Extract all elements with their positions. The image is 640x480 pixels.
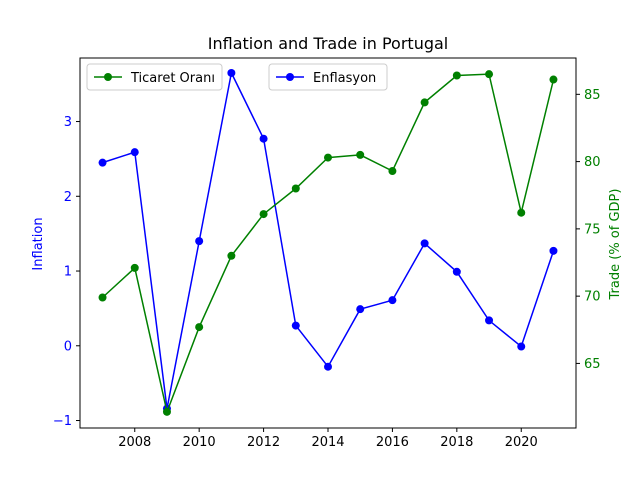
right-tick-label-1: 70 xyxy=(584,290,601,305)
data-point-0-14 xyxy=(549,246,558,255)
legend-marker-0 xyxy=(104,73,112,81)
data-point-1-5 xyxy=(259,210,268,219)
plot-area xyxy=(98,68,558,416)
data-point-1-13 xyxy=(517,208,526,217)
x-tick-label-1: 2010 xyxy=(183,435,216,450)
data-point-1-6 xyxy=(291,184,300,193)
left-tick-label-3: 2 xyxy=(64,190,72,205)
legends: Ticaret Oranı Enflasyon xyxy=(86,63,388,91)
data-point-0-10 xyxy=(420,239,429,248)
legend-label-0: Ticaret Oranı xyxy=(130,71,215,86)
data-point-1-9 xyxy=(388,167,397,176)
data-point-1-10 xyxy=(420,98,429,107)
right-tick-label-3: 80 xyxy=(584,155,601,170)
legend-label-1: Enflasyon xyxy=(313,71,376,86)
left-tick-label-4: 3 xyxy=(64,115,72,130)
data-point-1-14 xyxy=(549,75,558,84)
legend-marker-1 xyxy=(286,73,294,81)
x-tick-label-0: 2008 xyxy=(118,435,151,450)
left-tick-label-2: 1 xyxy=(64,265,72,280)
data-point-0-7 xyxy=(324,362,332,371)
legend-1: Enflasyon xyxy=(268,63,388,91)
left-axis-label: Inflation xyxy=(31,217,46,270)
left-tick-label-1: 0 xyxy=(64,339,72,354)
data-point-1-8 xyxy=(356,150,365,159)
right-tick-label-4: 85 xyxy=(584,88,601,103)
data-point-0-3 xyxy=(195,237,204,246)
data-point-0-0 xyxy=(98,158,107,167)
right-tick-label-0: 65 xyxy=(584,357,601,372)
data-point-0-1 xyxy=(130,148,139,157)
chart-title: Inflation and Trade in Portugal xyxy=(208,34,449,53)
data-point-0-5 xyxy=(259,134,268,143)
data-point-1-7 xyxy=(324,153,332,162)
legend-box-1 xyxy=(268,63,388,91)
x-tick-label-4: 2016 xyxy=(376,435,409,450)
axes: 2008 2010 2012 2014 2016 2018 2020 −1 0 1 2 3 65 70 75… xyxy=(53,57,601,450)
right-axis-label: Trade (% of GDP) xyxy=(608,189,623,301)
data-point-1-0 xyxy=(98,293,107,302)
data-point-0-6 xyxy=(291,321,300,330)
data-point-0-13 xyxy=(517,342,526,351)
data-point-1-1 xyxy=(130,263,139,272)
data-point-1-2 xyxy=(162,407,171,416)
data-point-1-11 xyxy=(452,71,461,80)
right-tick-label-2: 75 xyxy=(584,222,601,237)
data-point-1-4 xyxy=(227,251,236,260)
data-point-0-8 xyxy=(356,305,365,314)
data-point-1-3 xyxy=(195,323,204,332)
data-point-0-11 xyxy=(452,267,461,276)
legend-0: Ticaret Oranı xyxy=(86,63,223,91)
data-point-0-9 xyxy=(388,296,397,305)
data-point-0-12 xyxy=(485,316,494,325)
x-tick-label-3: 2014 xyxy=(311,435,344,450)
x-tick-label-2: 2012 xyxy=(247,435,280,450)
left-tick-label-0: −1 xyxy=(53,414,72,429)
data-point-0-4 xyxy=(227,68,236,77)
data-point-1-12 xyxy=(485,70,494,79)
x-tick-label-5: 2018 xyxy=(440,435,473,450)
x-tick-label-6: 2020 xyxy=(505,435,538,450)
legend-box-0 xyxy=(86,63,223,91)
